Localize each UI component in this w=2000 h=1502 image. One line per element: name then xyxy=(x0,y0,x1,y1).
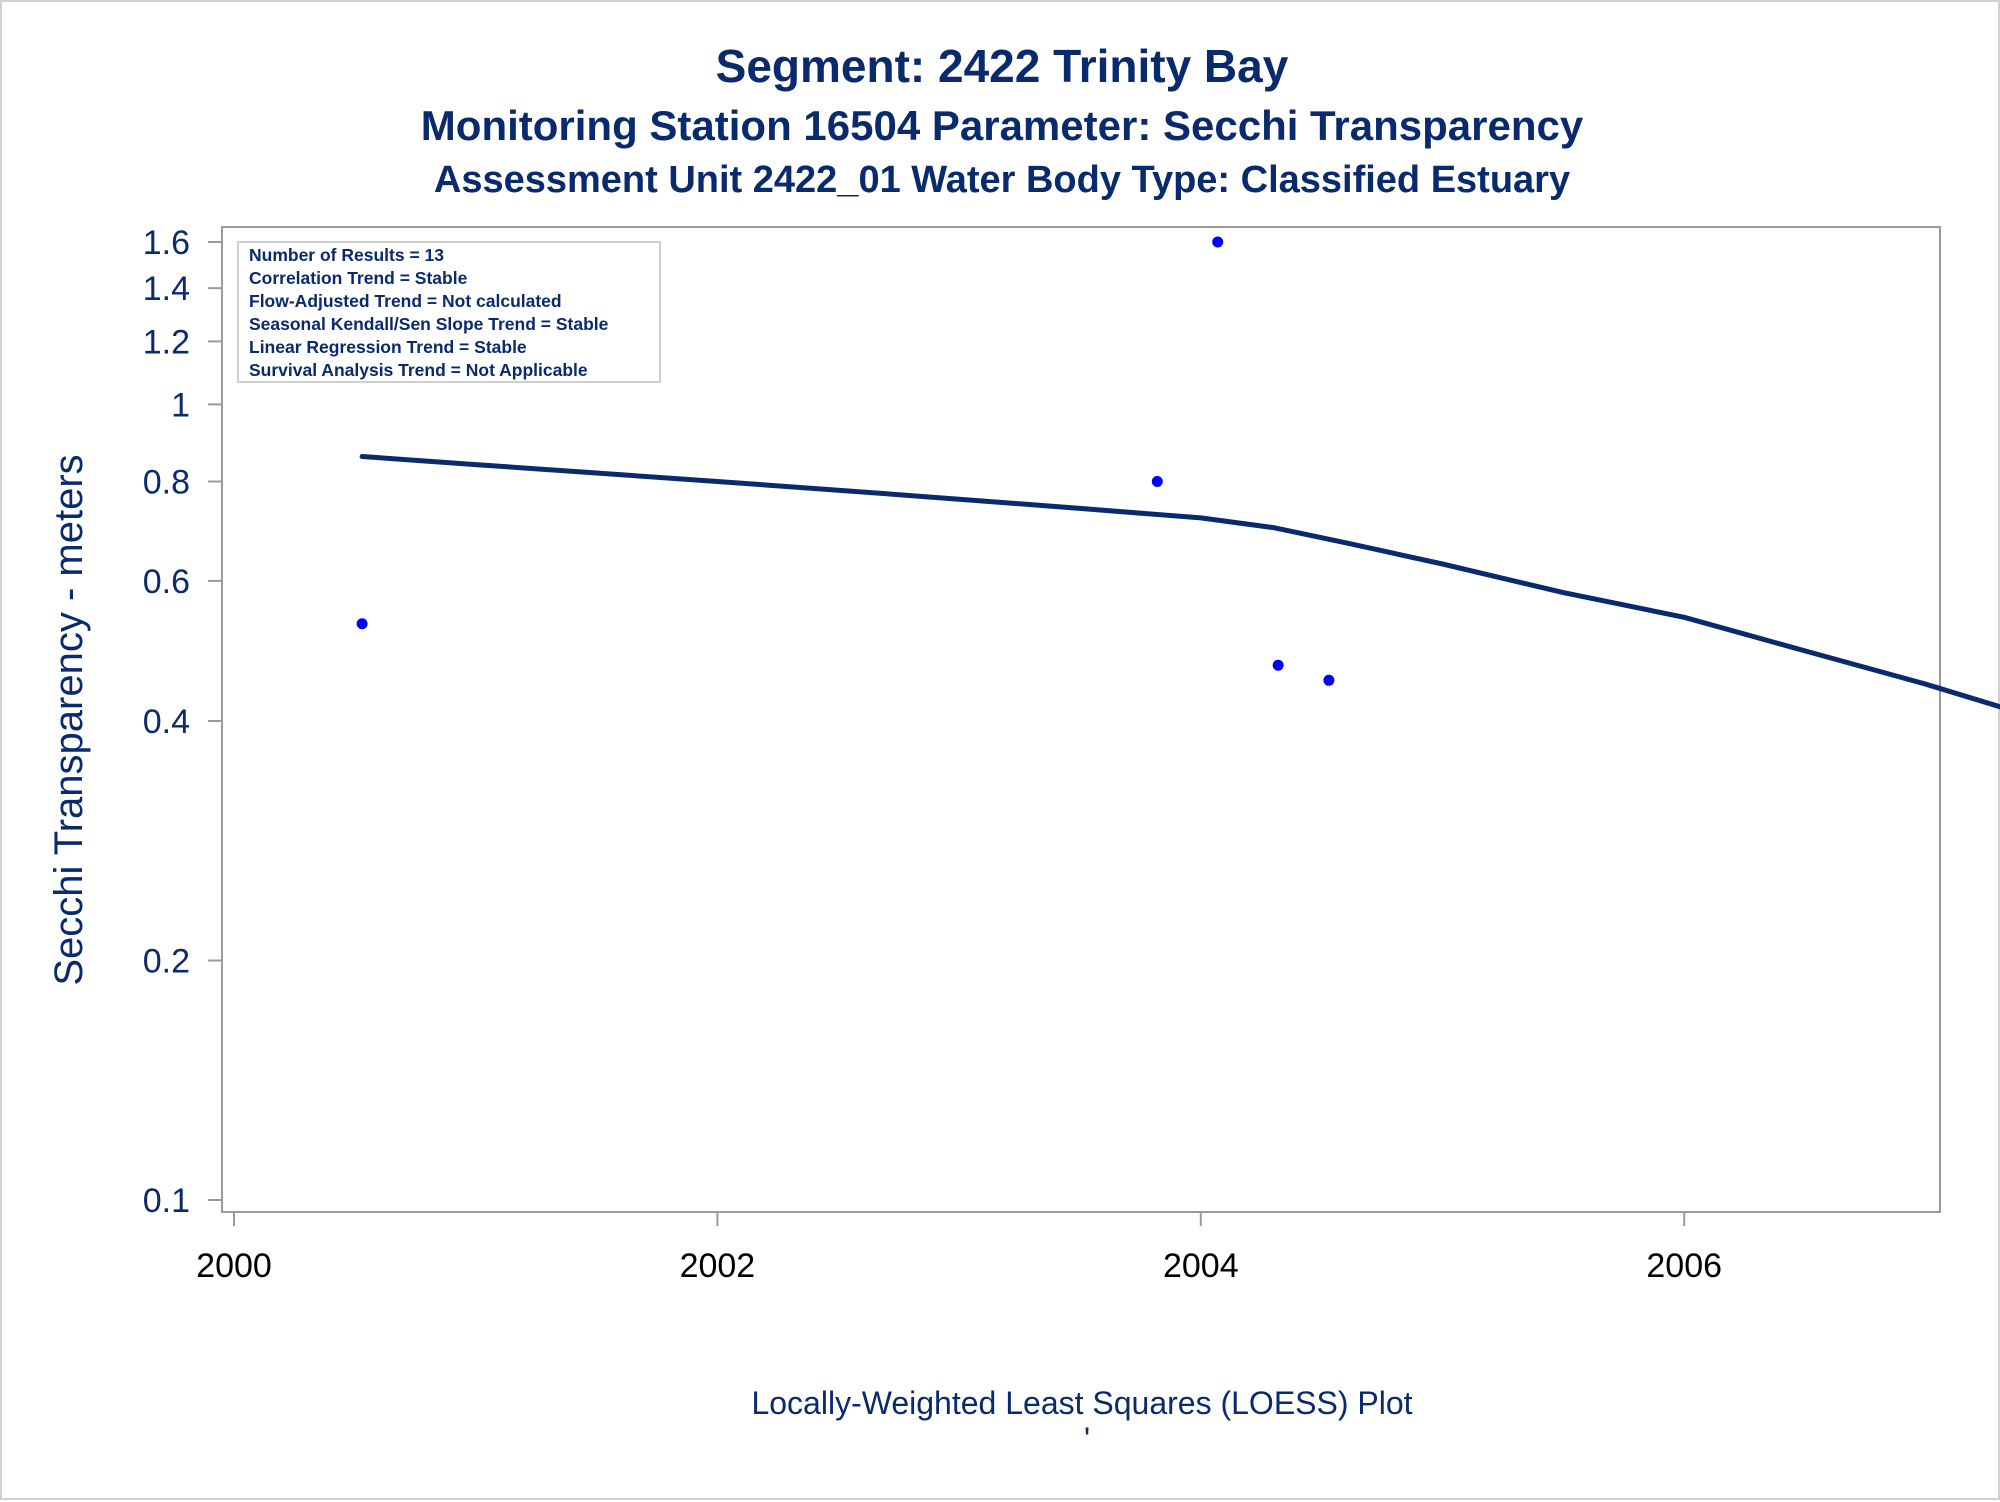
y-tick-label: 0.6 xyxy=(143,563,190,601)
x-tick-label: 2004 xyxy=(1163,1247,1239,1285)
stats-inset-box xyxy=(237,241,661,383)
y-tick-label: 1 xyxy=(171,386,190,424)
inset-line: Linear Regression Trend = Stable xyxy=(249,337,527,357)
series-layer xyxy=(356,236,2000,710)
stats-inset: Number of Results = 13 Correlation Trend… xyxy=(237,241,661,383)
inset-line: Seasonal Kendall/Sen Slope Trend = Stabl… xyxy=(249,314,609,334)
inset-line: Survival Analysis Trend = Not Applicable xyxy=(249,360,588,380)
data-point xyxy=(356,618,368,630)
y-axis: 0.1 0.2 0.4 0.6 0.8 1 1.2 1.4 1.6 xyxy=(143,224,222,1220)
inset-line: Flow-Adjusted Trend = Not calculated xyxy=(249,291,562,311)
x-axis: 20002002200420062008201020122014 xyxy=(196,1212,1722,1285)
y-tick-label: 1.4 xyxy=(143,270,190,308)
footnote-mark: ' xyxy=(1084,1421,1090,1457)
y-tick-label: 0.2 xyxy=(143,943,190,981)
chart-subtitle-2: Assessment Unit 2422_01 Water Body Type:… xyxy=(434,159,1570,201)
chart-footnote: Locally-Weighted Least Squares (LOESS) P… xyxy=(751,1385,1412,1421)
y-tick-label: 0.4 xyxy=(143,703,190,741)
x-tick-label: 2006 xyxy=(1646,1247,1722,1285)
y-tick-label: 1.6 xyxy=(143,224,190,262)
x-tick-label: 2002 xyxy=(680,1247,756,1285)
data-point xyxy=(1272,659,1284,671)
inset-line: Correlation Trend = Stable xyxy=(249,268,468,288)
data-point xyxy=(1323,674,1335,686)
plot-area xyxy=(221,226,1941,1213)
data-point xyxy=(1151,476,1163,487)
chart-subtitle: Monitoring Station 16504 Parameter: Secc… xyxy=(421,102,1584,149)
y-tick-label: 0.1 xyxy=(143,1182,190,1220)
loess-line xyxy=(359,454,2000,710)
chart-title: Segment: 2422 Trinity Bay xyxy=(716,40,1289,92)
y-axis-label: Secchi Transparency - meters xyxy=(47,454,91,985)
y-tick-label: 1.2 xyxy=(143,323,190,361)
data-point xyxy=(1212,236,1224,248)
x-tick-label: 2000 xyxy=(196,1247,272,1285)
inset-line: Number of Results = 13 xyxy=(249,245,444,265)
y-tick-label: 0.8 xyxy=(143,464,190,502)
